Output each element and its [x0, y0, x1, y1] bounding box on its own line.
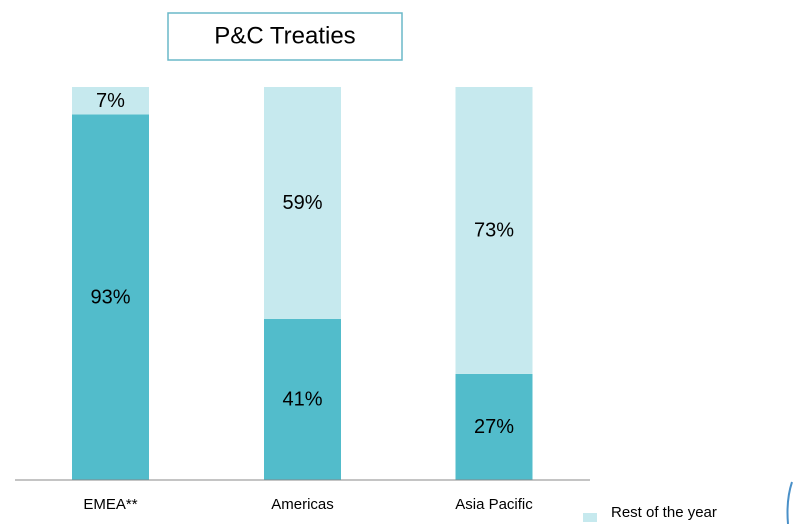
x-tick-label: EMEA**: [83, 496, 137, 513]
legend-swatch: [583, 513, 597, 522]
bar-segment: [455, 87, 533, 374]
value-label: 73%: [474, 220, 514, 242]
legend-label: Rest of the year: [611, 504, 717, 521]
value-label: 93%: [90, 287, 130, 309]
value-label: 27%: [474, 416, 514, 438]
title-box: [167, 12, 403, 61]
bar-segment: [72, 87, 149, 115]
bar-segment: [455, 373, 533, 480]
x-tick-label: Americas: [271, 496, 334, 513]
bar-segment: [264, 318, 341, 480]
value-label: 41%: [282, 389, 322, 411]
value-label: 7%: [96, 90, 125, 112]
value-label: 59%: [282, 192, 322, 214]
x-tick-label: Asia Pacific: [455, 496, 533, 513]
decoration: [786, 481, 793, 524]
chart-title: P&C Treaties: [214, 22, 355, 49]
bar-segment: [72, 114, 149, 480]
bar-segment: [264, 87, 341, 319]
